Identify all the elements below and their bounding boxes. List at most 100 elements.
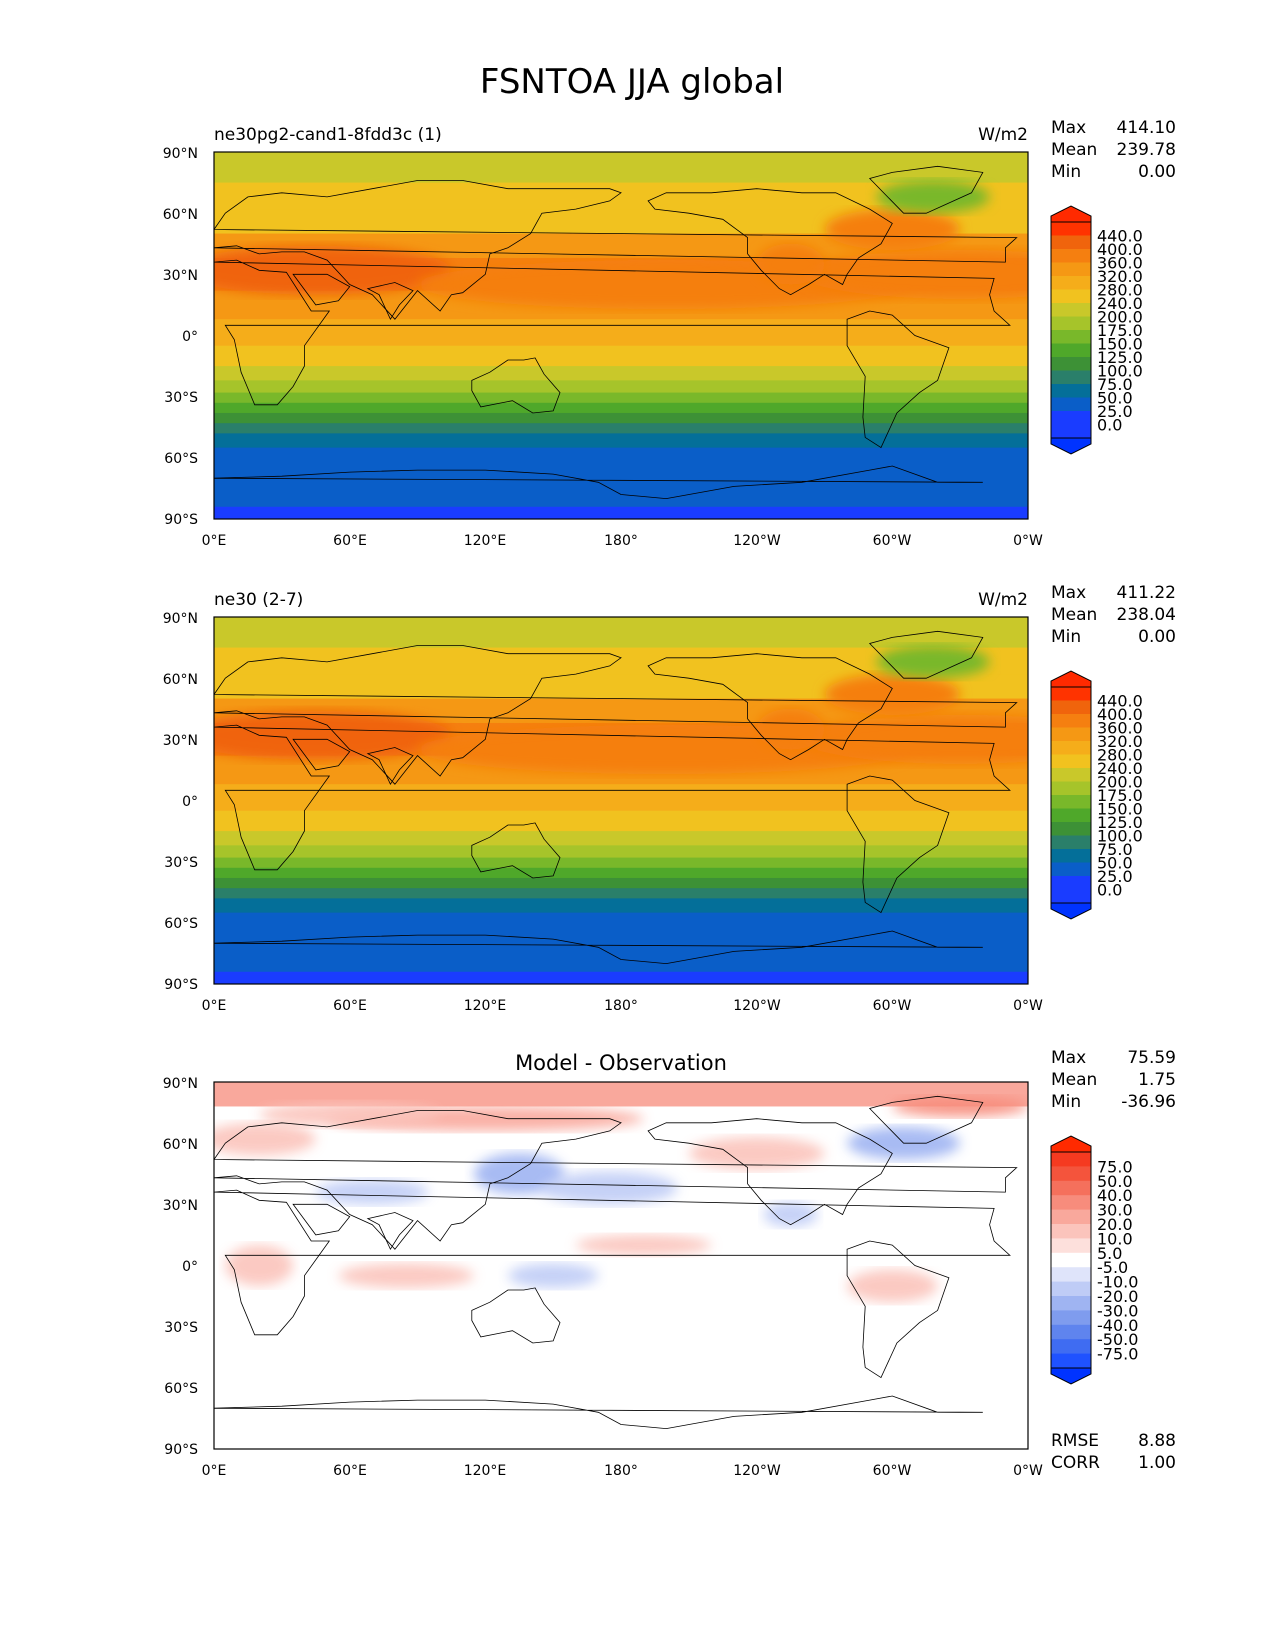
coastline [868,1095,984,1144]
coastline [366,747,414,786]
colorbar-band [1051,384,1091,399]
colorbar-tick-label: 75.0 [1097,840,1133,859]
colorbar: 0.025.050.075.0100.0125.0150.0175.0200.0… [1050,205,1143,455]
lat-tick-label: 30°S [164,1320,198,1336]
lat-tick-label: 30°S [164,390,198,406]
lon-tick-label: 60°E [333,998,367,1014]
stat-corr-label: CORR [1051,1453,1100,1473]
colorbar-band [1051,1324,1091,1340]
colorbar-tick-label: 320.0 [1097,267,1143,286]
colorbar-tick-label: 400.0 [1097,240,1143,259]
colorbar-frame [1050,221,1092,439]
colorbar-tick-label: 75.0 [1097,1157,1133,1176]
colorbar-band [1051,1166,1091,1182]
stats-block: Max 75.59 Mean 1.75 Min -36.96 [1051,1048,1176,1112]
lon-tick-label: 120°W [733,533,781,549]
coastline [214,724,1011,871]
colorbar-band [1051,397,1091,412]
coastline [868,165,984,214]
colorbar-band [1051,835,1091,850]
colorbar-frame [1050,1151,1092,1369]
colorbar-band [1051,411,1091,426]
colorbar-tick-label: -75.0 [1097,1345,1138,1364]
lat-tick-label: 90°N [163,611,198,627]
lat-tick-label: 60°S [164,1381,198,1397]
lat-tick-label: 30°N [163,1198,198,1214]
colorbar-band [1051,768,1091,783]
colorbar-band [1051,795,1091,810]
colorbar-band [1051,357,1091,372]
colorbar-tick-label: -50.0 [1097,1330,1138,1349]
colorbar-tick-label: -30.0 [1097,1301,1138,1320]
stat-mean-label: Mean [1051,140,1097,160]
lat-tick-label: 90°N [163,1076,198,1092]
colorbar-band [1051,1180,1091,1196]
colorbar-tick-label: 50.0 [1097,1172,1133,1191]
colorbar-band [1051,741,1091,756]
stat-min-value: 0.00 [1138,627,1176,647]
lon-tick-label: 60°E [333,1463,367,1479]
colorbar: -75.0-50.0-40.0-30.0-20.0-10.0-5.05.010.… [1050,1135,1138,1385]
coastline [214,1189,1011,1336]
stat-min-label: Min [1051,627,1081,647]
colorbar-tick-label: 200.0 [1097,308,1143,327]
colorbar-band [1051,754,1091,769]
colorbar-band [1051,276,1091,291]
lat-tick-label: 60°S [164,916,198,932]
lon-tick-label: 120°E [464,533,507,549]
map-field [214,152,1028,519]
map-field [214,1082,1028,1449]
map-field [214,617,1028,984]
coastline [214,259,1011,406]
stat-min-value: 0.00 [1138,162,1176,182]
stat-max-value: 414.10 [1117,118,1176,138]
stats-block: Max 414.10 Mean 239.78 Min 0.00 [1051,118,1176,182]
colorbar-max-extend [1050,1135,1092,1153]
lon-tick-label: 0°W [1013,1463,1043,1479]
coastline [292,738,351,771]
colorbar-band [1051,222,1091,237]
colorbar-band [1051,1339,1091,1355]
colorbar-band [1051,1252,1091,1268]
stat-max-label: Max [1051,1048,1086,1068]
colorbar-band [1051,330,1091,345]
lon-tick-label: 60°W [873,998,912,1014]
colorbar-band [1051,249,1091,264]
colorbar-band [1051,316,1091,331]
colorbar-tick-label: 150.0 [1097,335,1143,354]
colorbar-tick-label: -10.0 [1097,1273,1138,1292]
coastline [846,1240,950,1379]
figure-title: FSNTOA JJA global [480,62,784,102]
stat-rmse-value: 8.88 [1138,1431,1176,1451]
colorbar-band [1051,262,1091,277]
colorbar-band [1051,862,1091,877]
lat-tick-label: 60°N [163,1137,198,1153]
panel-title-left: ne30 (2-7) [214,590,303,610]
colorbar: 0.025.050.075.0100.0125.0150.0175.0200.0… [1050,670,1143,920]
lat-tick-label: 30°S [164,855,198,871]
colorbar-band [1051,727,1091,742]
panel-title-left: ne30pg2-cand1-8fdd3c (1) [214,125,442,145]
colorbar-tick-label: 440.0 [1097,227,1143,246]
map-frame [213,616,1029,985]
colorbar-band [1051,1152,1091,1167]
coastline [214,645,1018,785]
colorbar-band [1051,1296,1091,1311]
lon-tick-label: 0°E [202,1463,227,1479]
colorbar-tick-label: -5.0 [1097,1258,1128,1277]
lat-tick-label: 0° [182,1259,198,1275]
colorbar-tick-label: 50.0 [1097,854,1133,873]
lon-tick-label: 120°E [464,1463,507,1479]
coastline [471,822,561,879]
colorbar-tick-label: 50.0 [1097,389,1133,408]
stat-min-value: -36.96 [1121,1092,1176,1112]
coastline [292,1203,351,1236]
lon-tick-label: 180° [604,998,638,1014]
stat-mean-value: 239.78 [1117,140,1176,160]
stat-mean-value: 1.75 [1138,1070,1176,1090]
stat-max-value: 411.22 [1117,583,1176,603]
error-stats-block: RMSE 8.88 CORR 1.00 [1051,1431,1176,1473]
coastline [366,282,414,321]
stat-max-label: Max [1051,118,1086,138]
